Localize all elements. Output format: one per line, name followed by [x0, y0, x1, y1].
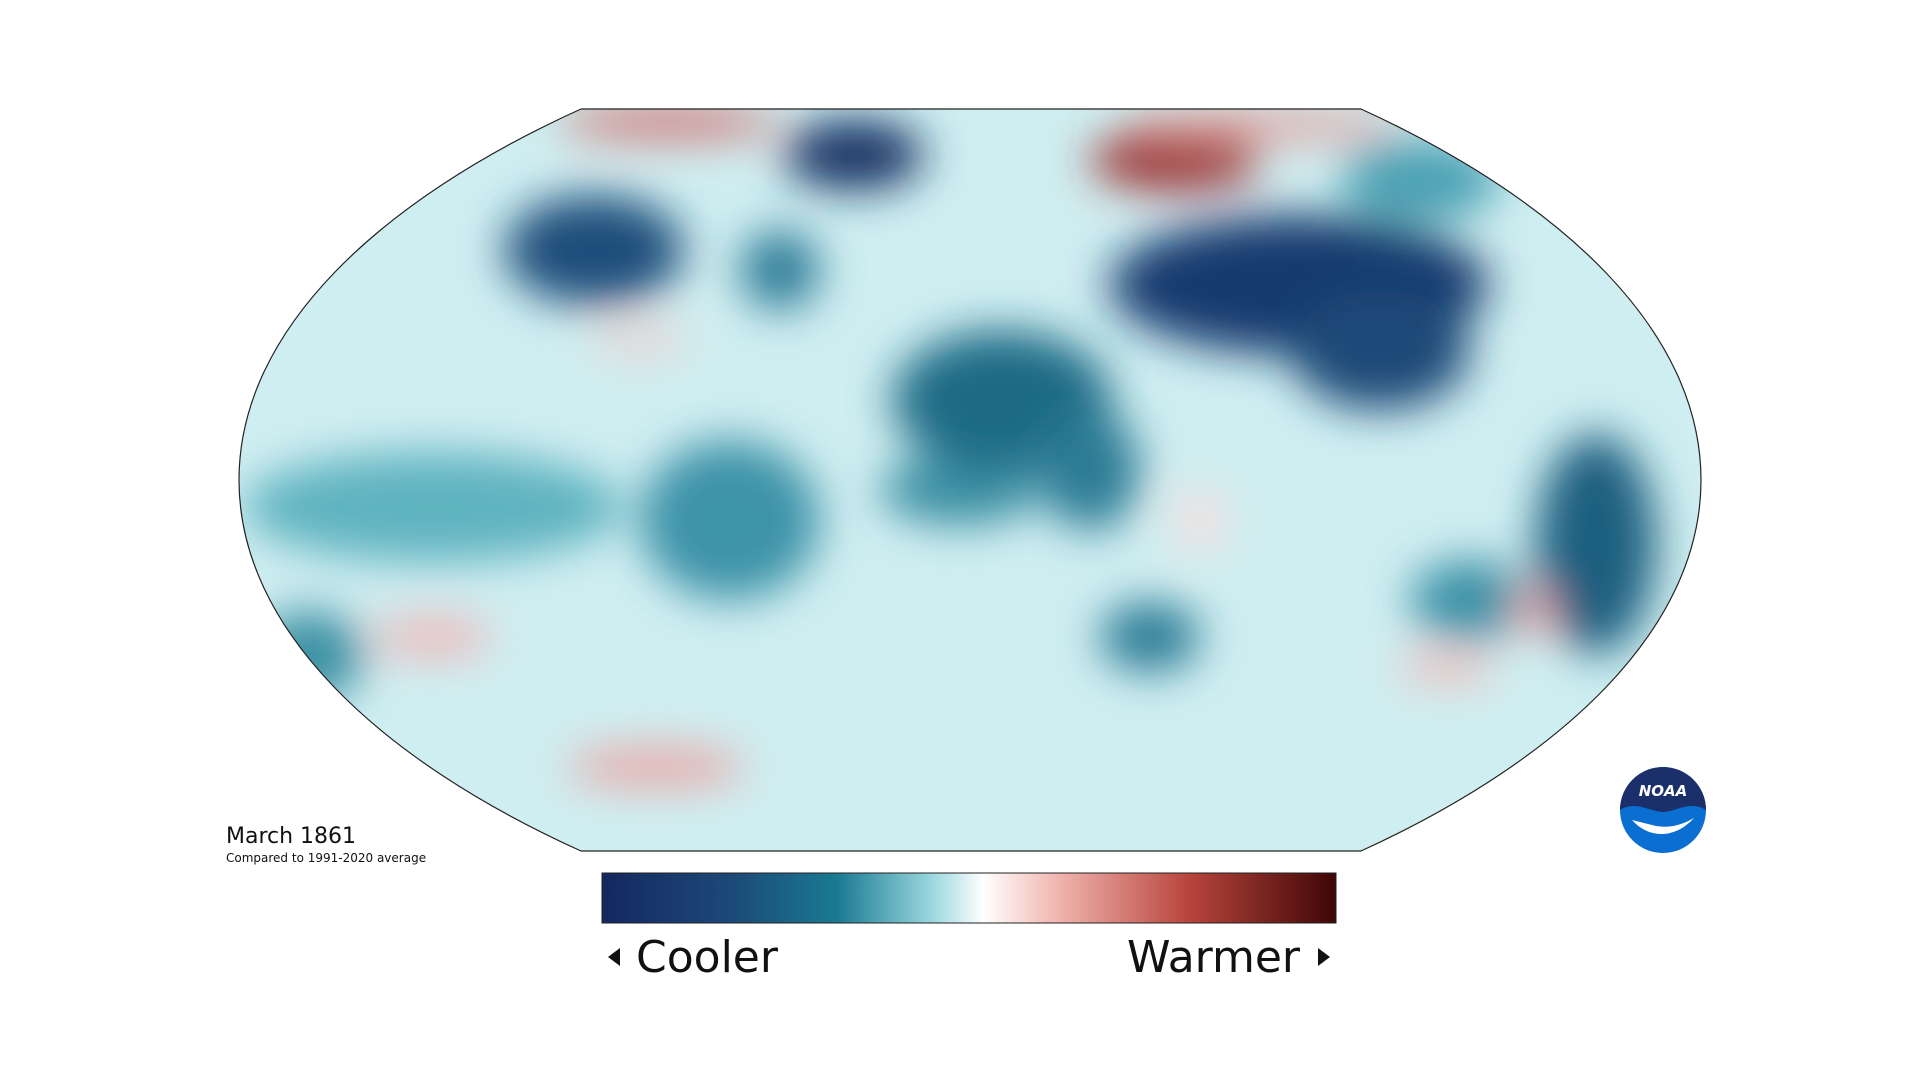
anomaly-region: [243, 452, 623, 562]
anomaly-region: [1397, 653, 1497, 683]
anomaly-region: [1090, 130, 1260, 190]
anomaly-region: [558, 109, 778, 140]
anomaly-blobs: [243, 109, 1701, 787]
anomaly-region: [1040, 410, 1140, 530]
anomaly-region: [1410, 560, 1530, 640]
anomaly-region: [504, 195, 684, 305]
anomaly-region: [1512, 590, 1556, 634]
noaa-logo: NOAA: [1620, 767, 1706, 853]
globe-outline: [238, 108, 1702, 852]
map-subtitle: Compared to 1991-2020 average: [226, 851, 426, 865]
logo-top: [1620, 767, 1706, 812]
anomaly-region: [1340, 140, 1500, 220]
anomaly-region: [1120, 110, 1400, 140]
map-title: March 1861: [226, 824, 356, 849]
anomaly-region: [1290, 290, 1470, 410]
anomaly-region: [254, 611, 364, 701]
warmer-arrow: [1318, 948, 1330, 966]
anomaly-field: [239, 109, 1701, 851]
anomaly-region: [566, 747, 746, 787]
legend-high-label: Warmer: [1127, 932, 1301, 983]
anomaly-region: [784, 120, 924, 190]
anomaly-region: [373, 617, 493, 657]
logo-text: NOAA: [1639, 782, 1688, 800]
logo-bird: [1632, 818, 1694, 835]
anomaly-region: [1536, 434, 1656, 654]
anomaly-region: [640, 440, 820, 600]
anomaly-region: [1100, 602, 1200, 672]
anomaly-region: [740, 230, 820, 310]
anomaly-region: [1175, 490, 1225, 550]
cooler-arrow: [608, 948, 620, 966]
legend-low-label: Cooler: [636, 932, 779, 983]
anomaly-region: [1640, 235, 1701, 285]
colorbar: [601, 872, 1337, 924]
anomaly-region: [590, 328, 690, 352]
anomaly-region: [880, 455, 1040, 525]
